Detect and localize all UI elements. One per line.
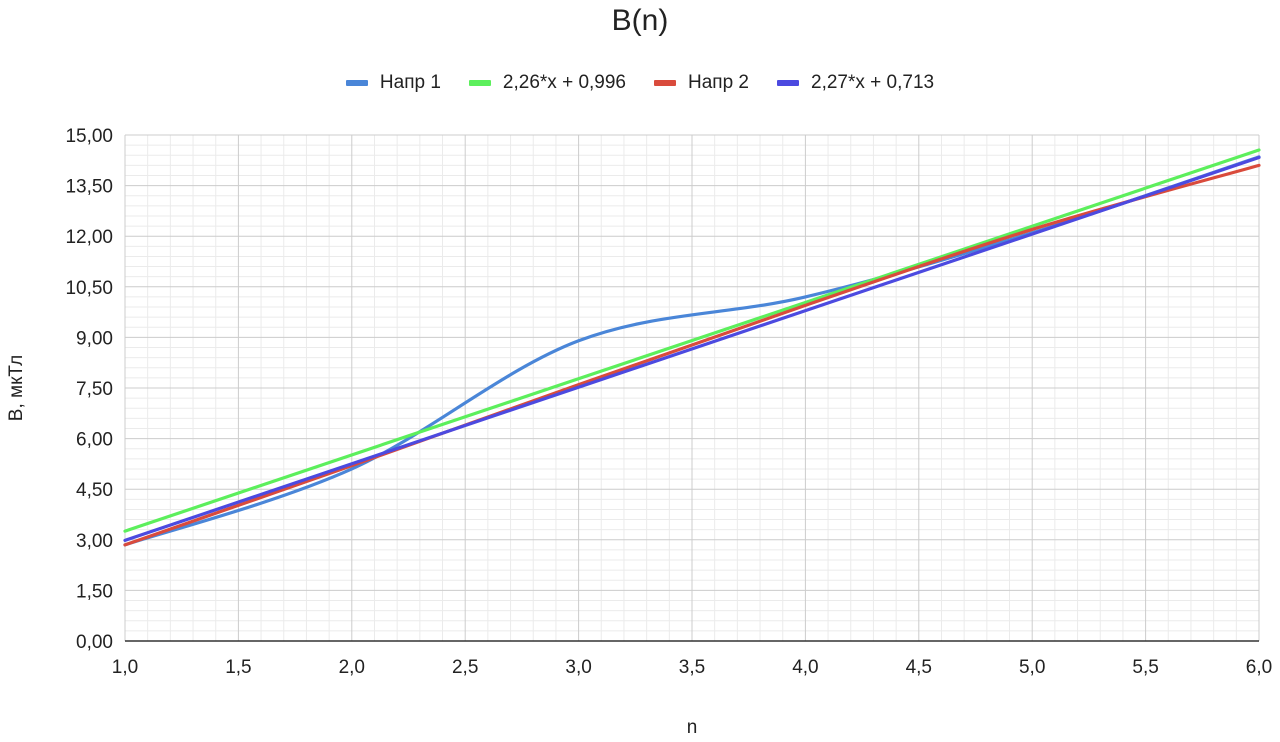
legend-label-napr1: Напр 1 [379,72,441,93]
legend-swatch-napr1 [345,80,368,86]
legend-swatch-fit1 [468,80,491,86]
x-tick-label: 5,0 [1019,657,1045,678]
series-line-fit2 [123,155,1261,542]
y-tick-label: 12,00 [65,227,113,248]
y-tick-label: 9,00 [76,328,113,349]
x-tick-label: 2,0 [339,657,365,678]
y-tick-label: 1,50 [76,581,113,602]
y-tick-label: 4,50 [76,480,113,501]
legend: Напр 1 2,26*x + 0,996 Напр 2 2,27*x + 0,… [0,72,1280,94]
x-axis-title: n [687,717,698,738]
x-tick-label: 1,0 [112,657,138,678]
legend-item-fit1[interactable]: 2,26*x + 0,996 [468,72,626,94]
legend-swatch-napr2 [654,80,676,86]
x-tick-label: 1,5 [225,657,251,678]
legend-label-fit2: 2,27*x + 0,713 [811,72,935,93]
legend-swatch-fit2 [777,80,799,86]
x-tick-label: 3,0 [565,657,591,678]
y-tick-label: 10,50 [65,278,113,299]
x-tick-label: 3,5 [679,657,705,678]
tick-labels: 1,0 1,5 2,0 2,5 3,0 3,5 4,0 4,5 5,0 5,5 6,0 0,00 1,5… [65,126,1272,678]
y-axis-title: B, мкТл [6,355,27,421]
x-tick-label: 5,5 [1132,657,1158,678]
legend-item-napr2[interactable]: Напр 2 [654,72,749,94]
x-tick-label: 4,0 [792,657,818,678]
y-tick-label: 15,00 [65,126,113,147]
y-tick-label: 3,00 [76,531,113,552]
x-tick-label: 6,0 [1246,657,1272,678]
series-line-fit1 [123,148,1261,533]
legend-item-napr1[interactable]: Напр 1 [345,72,441,94]
y-tick-label: 6,00 [76,430,113,451]
series-line-napr2 [123,163,1261,547]
major-grid [124,134,1260,641]
chart-title: B(n) [611,4,669,37]
legend-label-napr2: Напр 2 [688,72,749,93]
x-tick-label: 2,5 [452,657,478,678]
series-layer [123,148,1261,547]
y-tick-label: 13,50 [65,177,113,198]
y-tick-label: 7,50 [76,379,113,400]
legend-label-fit1: 2,26*x + 0,996 [502,72,626,93]
y-tick-label: 0,00 [76,632,113,653]
legend-item-fit2[interactable]: 2,27*x + 0,713 [777,72,934,94]
x-tick-label: 4,5 [906,657,932,678]
